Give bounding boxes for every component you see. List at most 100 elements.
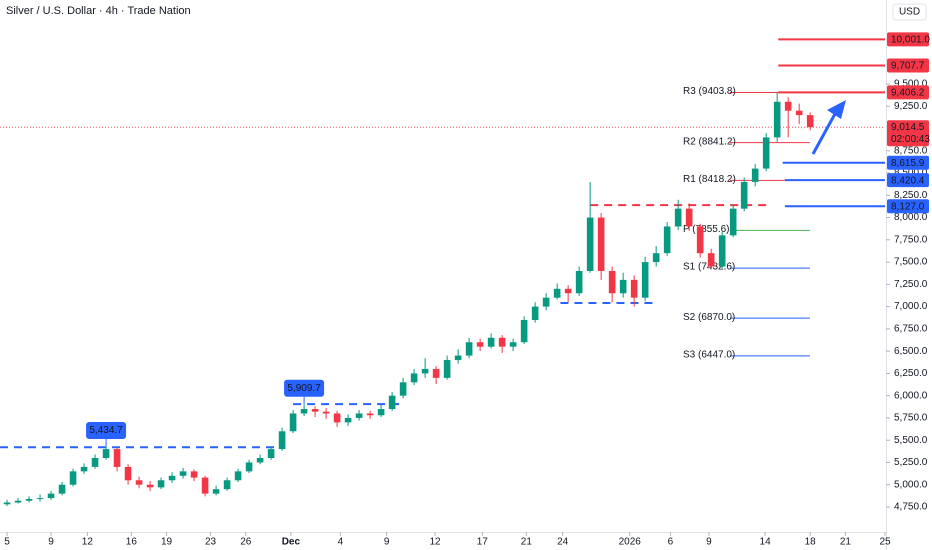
candle-body [234,471,242,481]
pivot-label: S2 (6870.0) [683,312,735,323]
candle-body [212,489,220,494]
price-tag-label: 8,420.4 [891,175,925,186]
y-tick-label: 8,250.0 [894,190,928,201]
current-price-tag [887,120,929,147]
candle-body [806,115,814,128]
trend-arrow [811,111,838,155]
y-tick-label: 7,250.0 [894,279,928,290]
candle-body [256,457,264,463]
plot: R3 (9403.8) R2 (8841.2) R1 (8418.2) P (7855… [0,38,885,507]
candle-body [201,477,209,494]
currency-label: USD [899,7,920,18]
candle-body [102,449,110,458]
y-tick-label: 5,500.0 [894,435,928,446]
candle-body [388,395,396,410]
price-tag [887,173,929,188]
y-tick-label: 8,000.0 [894,212,928,223]
candle-body [421,368,429,374]
currency-button[interactable] [892,3,927,21]
y-tick-label: 6,250.0 [894,368,928,379]
callout-box [284,379,325,397]
candle-body [608,270,616,294]
candle-body [25,498,33,501]
callout-label: 5,909.7 [287,383,321,394]
price-tag [887,155,929,170]
candle-body [795,110,803,116]
candle-body [36,498,44,500]
candle-body [410,373,418,383]
candle-body [223,480,231,490]
x-tick-label: 26 [240,537,252,548]
candle-body [355,413,363,418]
pivot-label: R1 (8418.2) [683,174,736,185]
price-tag-label: 10,001.0 [891,35,930,46]
candle-body [300,409,308,414]
price-tag-label: 8,615.9 [891,158,925,169]
candle-body [267,449,275,458]
candle-body [366,413,374,416]
candle-body [696,226,704,254]
y-tick-label: 4,750.0 [894,502,928,513]
x-tick-label: 23 [205,537,217,548]
x-tick-label: 6 [668,537,674,548]
candle-body [69,471,77,485]
candle-body [487,337,495,347]
candle-body [509,342,517,347]
x-tick-label: 16 [126,537,138,548]
candle-body [124,466,132,481]
price-tag-label: 9,707.7 [891,61,925,72]
candle-body [179,471,187,476]
candle-body [113,449,121,467]
x-tick-label: 24 [557,537,569,548]
callout-box [86,422,127,440]
trend-arrow-head [827,100,846,119]
pivot-label: R3 (9403.8) [683,86,736,97]
candle-body [740,181,748,209]
candle-body [597,217,605,271]
candle-body [465,342,473,356]
candle-body [531,306,539,320]
x-tick-label: 9 [384,537,390,548]
price-tag [887,32,929,47]
candle-body [575,270,583,294]
candle-body [641,262,649,298]
chart-title: Silver / U.S. Dollar · 4h · Trade Nation [6,5,191,17]
x-tick-label: 4 [338,537,344,548]
pivot-label: S1 (7432.6) [683,262,735,273]
candle-body [399,382,407,396]
candle-body [619,279,627,294]
candle-body [784,101,792,111]
x-tick-label: Dec [282,537,301,548]
x-tick-label: 19 [161,537,173,548]
candle-body [14,500,22,503]
y-tick-label: 7,500.0 [894,257,928,268]
candle-body [157,480,165,488]
y-tick-label: 6,000.0 [894,390,928,401]
candle-body [3,502,11,505]
candle-body [630,279,638,298]
price-tag-label: 8,127.0 [891,201,925,212]
candle-body [80,466,88,472]
candle-body [146,484,154,488]
y-tick-label: 6,750.0 [894,324,928,335]
candle-body [333,413,341,423]
candle-body [377,409,385,416]
candle-body [322,411,330,414]
candle-body [773,101,781,138]
price-tag-label: 9,406.2 [891,87,925,98]
candle-body [476,342,484,347]
candle-body [586,217,594,271]
y-tick-label: 9,250.0 [894,101,928,112]
candle-body [91,457,99,467]
candle-body [278,431,286,450]
candle-body [751,168,759,182]
callout-label: 5,434.7 [89,425,123,436]
x-tick-label: 9 [48,537,54,548]
countdown-label: 02:00:43 [891,134,930,145]
candle-body [762,137,770,169]
x-tick-label: 21 [840,537,852,548]
current-price-label: 9,014.5 [891,122,925,133]
candle-body [718,235,726,267]
